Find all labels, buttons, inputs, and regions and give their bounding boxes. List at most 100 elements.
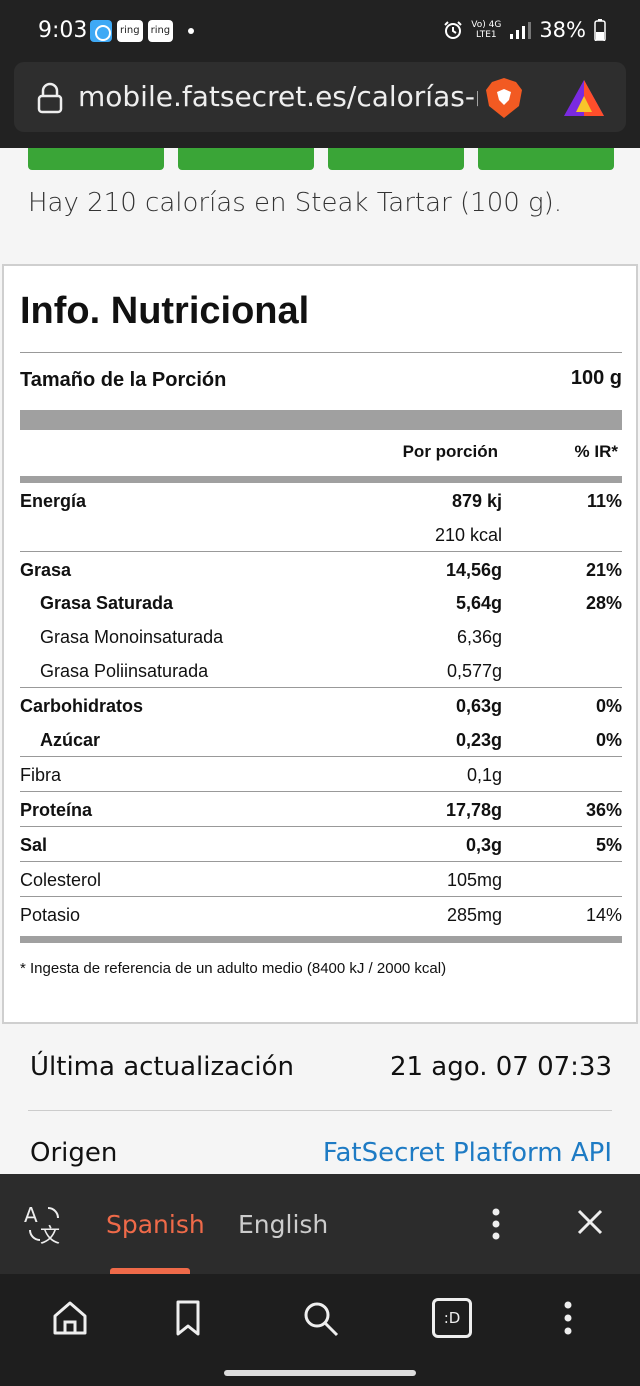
column-header-ir: % IR* <box>574 442 618 461</box>
home-icon[interactable] <box>50 1298 90 1338</box>
battery-percent: 38% <box>539 18 586 42</box>
nutrient-name: Grasa Monoinsaturada <box>40 627 224 647</box>
url-text[interactable]: mobile.fatsecret.es/calorías-nu <box>78 80 478 113</box>
green-tab-button[interactable] <box>178 148 314 170</box>
brave-shields-icon[interactable] <box>484 76 524 120</box>
last-updated-label: Última actualización <box>30 1052 294 1082</box>
last-updated-value: 21 ago. 07 07:33 <box>389 1052 612 1082</box>
nutrient-percent: 11% <box>586 491 622 511</box>
app-notification-icon <box>90 20 112 42</box>
address-bar[interactable]: mobile.fatsecret.es/calorías-nu <box>14 62 626 132</box>
status-bar: 9:03 ring ring Vo) 4G LTE1 38% <box>0 0 640 62</box>
brave-rewards-icon[interactable] <box>562 78 606 118</box>
close-icon[interactable] <box>574 1206 606 1238</box>
green-tab-button[interactable] <box>478 148 614 170</box>
nutrient-name: Proteína <box>20 800 93 820</box>
bottom-navigation: :D <box>0 1274 640 1386</box>
gesture-home-bar[interactable] <box>224 1370 416 1376</box>
nutrient-name: Fibra <box>20 765 62 785</box>
nutrient-row-potassium: Potasio 285mg 14% <box>20 896 622 931</box>
svg-text:文: 文 <box>40 1223 60 1246</box>
nutrient-row-salt: Sal 0,3g 5% <box>20 826 622 861</box>
nutrient-value: 0,577g <box>446 661 502 681</box>
nutrient-value: 0,23g <box>455 730 502 750</box>
status-time: 9:03 <box>38 18 88 43</box>
nutrient-percent: 36% <box>585 800 622 820</box>
battery-icon <box>594 19 606 41</box>
lock-icon[interactable] <box>36 82 64 114</box>
nutrient-percent: 0% <box>595 730 622 750</box>
column-header-per-serving: Por porción <box>402 442 498 461</box>
nutrient-value: 0,63g <box>455 696 502 716</box>
nutrition-facts-panel: Info. Nutricional Tamaño de la Porción 1… <box>2 264 638 1024</box>
nutrient-value: 0,3g <box>465 835 502 855</box>
translate-bar: A 文 Spanish English <box>0 1174 640 1274</box>
nutrient-row-monounsaturated-fat: Grasa Monoinsaturada 6,36g <box>20 619 622 653</box>
calorie-summary: Hay 210 calorías en Steak Tartar (100 g)… <box>28 188 563 218</box>
nutrient-name: Azúcar <box>40 730 101 750</box>
divider <box>20 476 622 483</box>
nutrient-row-cholesterol: Colesterol 105mg <box>20 861 622 896</box>
nutrient-name: Sal <box>20 835 48 855</box>
nutrient-value: 0,1g <box>466 765 502 785</box>
browser-toolbar: mobile.fatsecret.es/calorías-nu <box>0 62 640 148</box>
search-icon[interactable] <box>300 1298 340 1338</box>
nutrient-name: Energía <box>20 491 87 511</box>
nutrient-name: Grasa <box>20 560 72 580</box>
nutrient-row-protein: Proteína 17,78g 36% <box>20 791 622 826</box>
language-tab-spanish[interactable]: Spanish <box>106 1210 205 1239</box>
nutrient-value: 879 kj <box>451 491 502 511</box>
green-tab-button[interactable] <box>328 148 464 170</box>
notification-icons: ring ring <box>90 20 195 42</box>
signal-icon <box>510 22 532 39</box>
nutrient-value: 105mg <box>446 870 502 890</box>
active-tab-indicator <box>110 1268 190 1274</box>
nutrient-percent: 21% <box>585 560 622 580</box>
nutrient-value: 6,36g <box>456 627 502 647</box>
nutrient-row-energy: Energía 879 kj 11% <box>20 483 622 517</box>
nutrient-name: Carbohidratos <box>20 696 144 716</box>
nutrition-title: Info. Nutricional <box>20 290 310 332</box>
bookmark-icon[interactable] <box>168 1298 208 1338</box>
nutrient-name: Potasio <box>20 905 81 925</box>
reference-intake-footnote: * Ingesta de referencia de un adulto med… <box>20 960 447 977</box>
divider <box>20 936 622 943</box>
divider <box>20 410 622 430</box>
divider <box>28 1110 612 1111</box>
nutrient-value: 210 kcal <box>434 525 502 545</box>
nutrient-percent: 14% <box>585 905 622 925</box>
nutrient-percent: 28% <box>585 593 622 613</box>
source-label: Origen <box>30 1138 118 1168</box>
serving-size-row: Tamaño de la Porción 100 g <box>20 352 622 404</box>
more-options-icon[interactable] <box>486 1204 506 1244</box>
nutrient-row-carbohydrates: Carbohidratos 0,63g 0% <box>20 687 622 722</box>
nutrient-row-energy-kcal: 210 kcal <box>20 517 622 551</box>
alarm-icon <box>444 21 462 39</box>
more-notifications-dot-icon <box>188 28 195 34</box>
nutrition-tab-buttons <box>28 148 614 170</box>
svg-text:A: A <box>24 1203 38 1227</box>
nutrient-row-polyunsaturated-fat: Grasa Poliinsaturada 0,577g <box>20 653 622 687</box>
nutrient-percent: 0% <box>595 696 622 716</box>
source-link[interactable]: FatSecret Platform API <box>322 1138 612 1168</box>
nutrient-name: Grasa Saturada <box>40 593 174 613</box>
ring-notification-icon: ring <box>117 20 143 42</box>
page-content: Hay 210 calorías en Steak Tartar (100 g)… <box>0 148 640 1174</box>
translate-icon: A 文 <box>24 1203 60 1246</box>
serving-size-label: Tamaño de la Porción <box>20 369 227 391</box>
nutrient-row-sugar: Azúcar 0,23g 0% <box>20 722 622 756</box>
menu-icon[interactable] <box>548 1298 588 1338</box>
nutrient-name: Grasa Poliinsaturada <box>40 661 209 681</box>
nutrient-table: Energía 879 kj 11% 210 kcal Grasa 14,56g… <box>20 483 622 931</box>
network-type: Vo) 4G LTE1 <box>471 20 502 40</box>
status-indicators: Vo) 4G LTE1 38% <box>443 18 606 42</box>
nutrient-name: Colesterol <box>20 870 102 890</box>
nutrient-percent: 5% <box>595 835 622 855</box>
tabs-switcher-icon[interactable]: :D <box>432 1298 472 1338</box>
nutrient-value: 5,64g <box>455 593 502 613</box>
nutrient-value: 17,78g <box>445 800 502 820</box>
nutrient-value: 14,56g <box>445 560 502 580</box>
language-tab-english[interactable]: English <box>238 1210 329 1239</box>
nutrient-row-fiber: Fibra 0,1g <box>20 756 622 791</box>
green-tab-button[interactable] <box>28 148 164 170</box>
